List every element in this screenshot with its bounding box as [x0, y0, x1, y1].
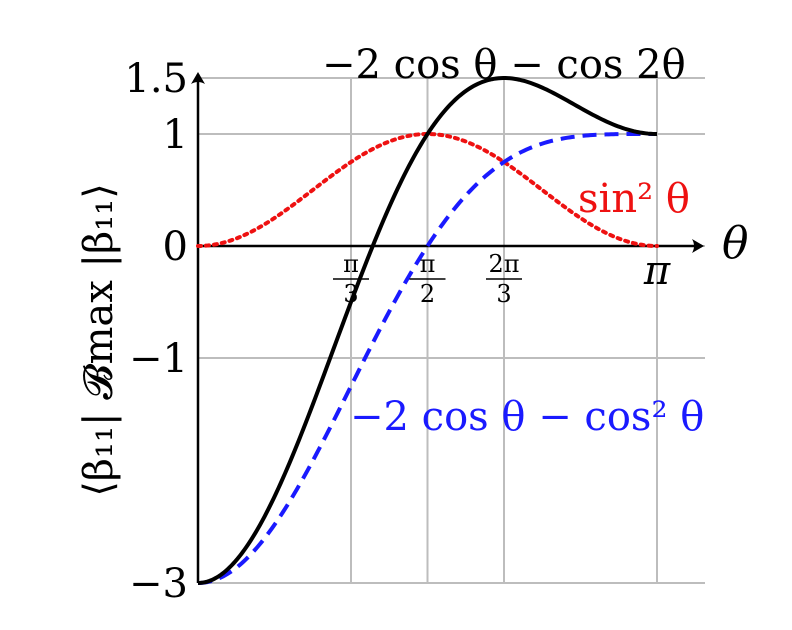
x-tick-numerator: π: [420, 250, 436, 278]
series-label-blue: −2 cos θ − cos² θ: [350, 394, 704, 440]
x-tick-numerator: 2π: [488, 250, 519, 278]
y-axis-label: ⟨β₁₁| 𝓑max |β₁₁⟩: [76, 183, 122, 497]
x-tick-numerator: π: [343, 250, 359, 278]
x-tick-denominator: 3: [496, 280, 511, 308]
y-tick-label: 1: [163, 112, 188, 158]
series-line-dashed: [197, 132, 657, 585]
x-axis-label: θ: [722, 218, 749, 269]
x-tick-denominator: 3: [343, 280, 358, 308]
grid: [198, 77, 705, 584]
x-tick-denominator: 2: [420, 280, 435, 308]
series-label-red: sin² θ: [578, 176, 690, 222]
y-tick-label: 0: [163, 224, 188, 270]
y-tick-label: −3: [129, 561, 188, 607]
y-tick-labels: 1.5 1 0 −1 −3: [124, 56, 188, 607]
axes: [191, 72, 704, 583]
series-group: [196, 75, 659, 585]
series-line-solid: [197, 75, 658, 585]
y-tick-label: 1.5: [124, 56, 188, 102]
y-tick-label: −1: [129, 336, 188, 382]
series-label-black: −2 cos θ − cos 2θ: [322, 42, 686, 88]
x-tick-label: π: [643, 248, 671, 294]
